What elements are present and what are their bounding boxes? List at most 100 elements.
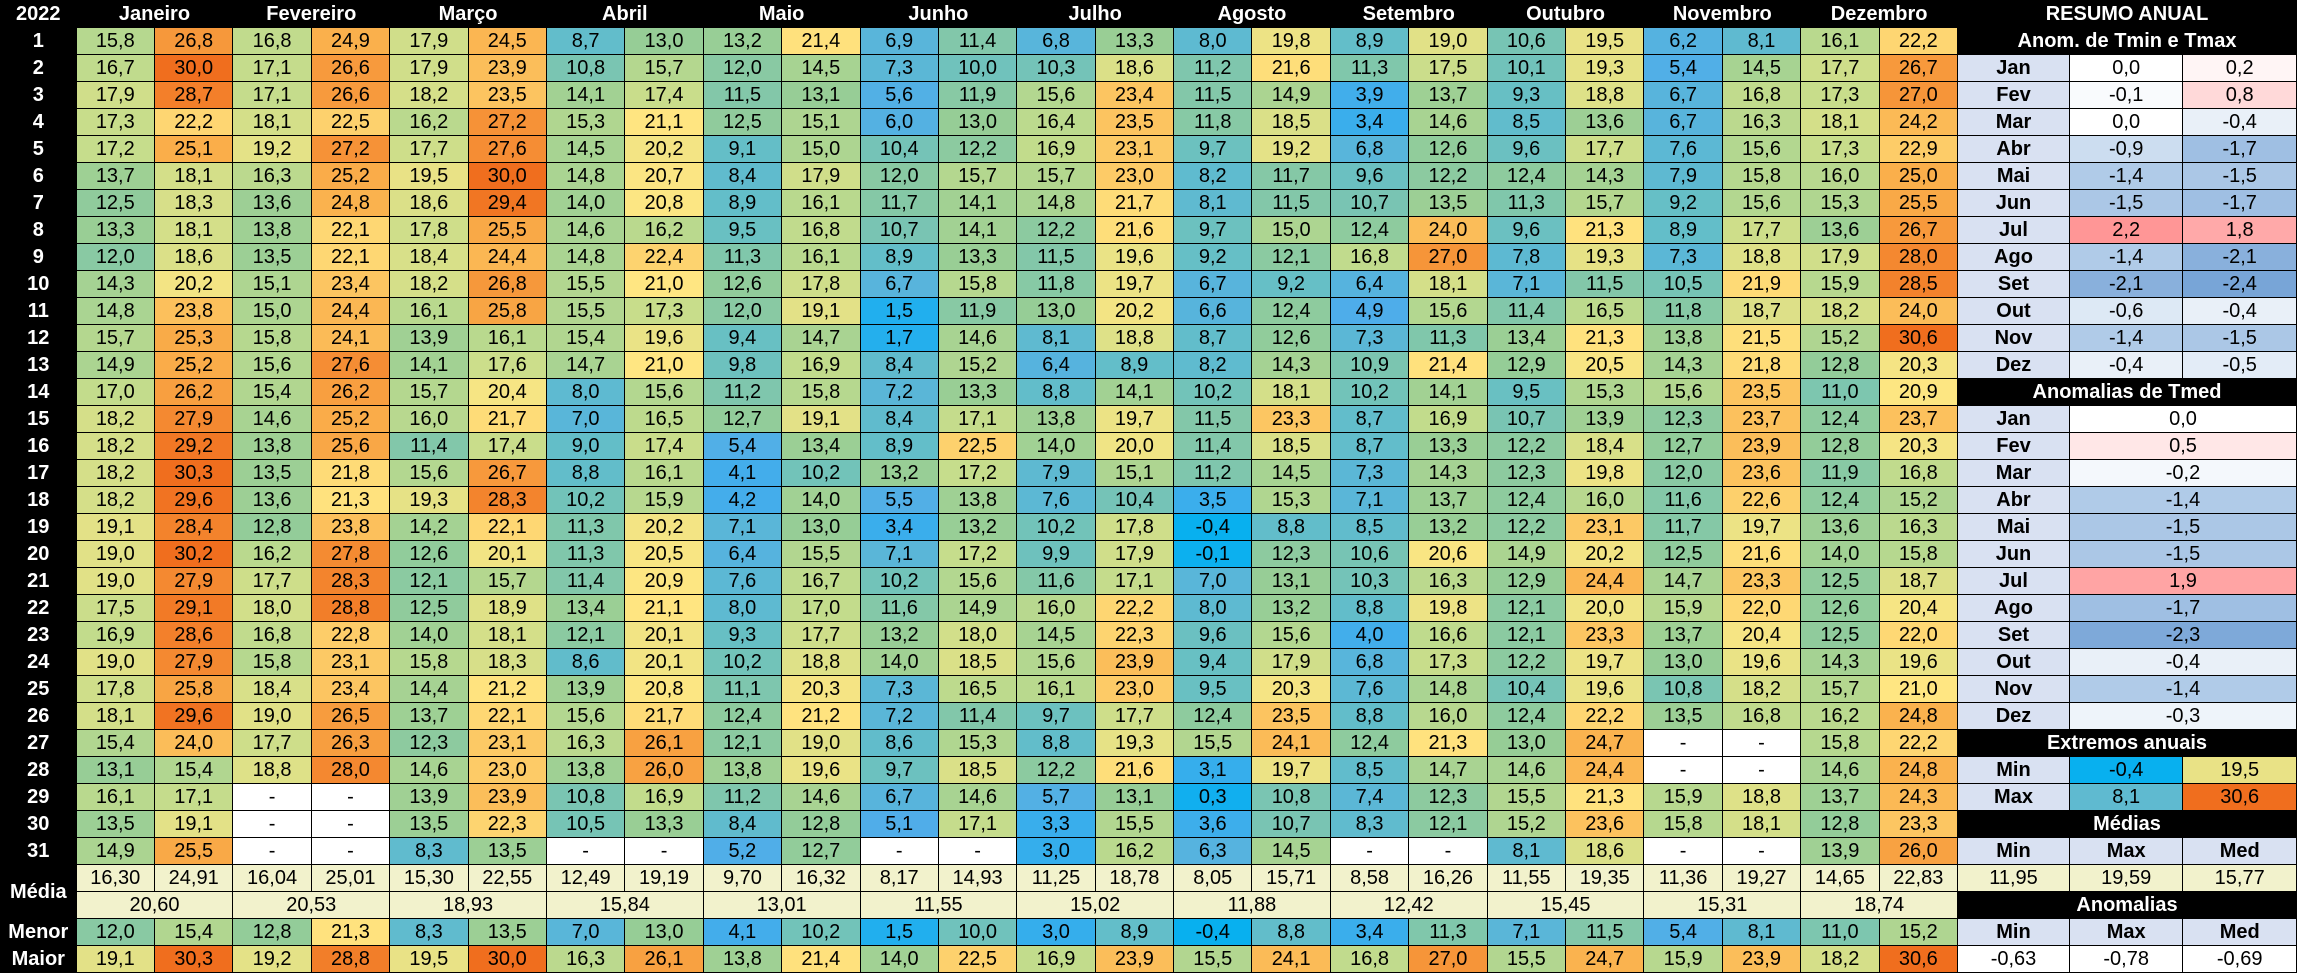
menor-tmax: 10,0: [937, 918, 1018, 946]
tmin-cell: 18,2: [1800, 297, 1880, 325]
menor-tmax: 13,0: [624, 918, 704, 946]
tmin-cell: 11,2: [702, 378, 783, 406]
tmax-cell: 16,1: [781, 189, 861, 217]
tmin-cell: 13,9: [1800, 837, 1880, 865]
tmax-cell: 17,3: [1408, 648, 1488, 676]
anom-tmax-value: -0,5: [2182, 351, 2297, 379]
extremos-title: Extremos anuais: [1957, 729, 2297, 757]
tmed-value: -1,5: [2068, 540, 2297, 568]
tmin-cell: 13,5: [389, 810, 469, 838]
anom-tmax-value: 1,8: [2182, 216, 2297, 244]
tmax-cell: 27,9: [153, 648, 234, 676]
tmin-cell: 7,0: [545, 405, 626, 433]
media-tmin: 8,58: [1329, 864, 1410, 892]
tmax-cell: 17,4: [624, 81, 704, 109]
tmax-cell: 17,9: [781, 162, 861, 190]
menor-tmin: 7,0: [545, 918, 626, 946]
tmed-month-fev: Fev: [1957, 432, 2070, 460]
tmax-cell: 13,7: [1408, 81, 1488, 109]
anom-tmax-value: -1,7: [2182, 135, 2297, 163]
tmin-cell: 6,0: [859, 108, 939, 136]
tmin-cell: 15,6: [232, 351, 312, 379]
tmin-cell: 16,1: [1016, 675, 1096, 703]
tmin-cell: 7,6: [1016, 486, 1096, 514]
tmax-cell: 24,7: [1565, 729, 1645, 757]
tmax-cell: 20,3: [1878, 432, 1959, 460]
tmin-cell: 10,2: [1016, 513, 1096, 541]
tmax-cell: 23,6: [1721, 459, 1802, 487]
day-row: 31 14,9 25,5- -8,3 13,5- -5,2 12,7- -3,0 16,2 6,3…: [0, 837, 2297, 865]
tmax-cell: 25,5: [467, 216, 547, 244]
tmin-cell: 19,1: [75, 513, 155, 541]
day-row: 6 13,7 18,1 16,3 25,2 19,5 30,0 14,8 20,7 8,4 17,9…: [0, 162, 2297, 190]
tmin-cell: 7,6: [702, 567, 783, 595]
tmin-cell: 11,3: [545, 540, 626, 568]
day-number: 15: [0, 405, 77, 433]
tmax-cell: 19,6: [1721, 648, 1802, 676]
menor-tmin: 11,0: [1800, 918, 1880, 946]
tmax-cell: 19,0: [781, 729, 861, 757]
anom-tmin-value: -1,5: [2068, 189, 2184, 217]
tmax-cell: 30,2: [153, 540, 234, 568]
media-tmax: 18,78: [1094, 864, 1175, 892]
tmin-cell: 9,8: [702, 351, 783, 379]
tmax-cell: 22,5: [310, 108, 391, 136]
day-number: 8: [0, 216, 77, 244]
tmin-cell: 14,0: [859, 648, 939, 676]
tmax-cell: 14,6: [937, 324, 1018, 352]
tmin-cell: 7,6: [1329, 675, 1410, 703]
maior-tmin: 15,5: [1173, 945, 1253, 973]
tmin-cell: 10,2: [1173, 378, 1253, 406]
tmin-cell: 18,1: [75, 702, 155, 730]
tmax-cell: 17,6: [467, 351, 547, 379]
tmax-cell: 23,6: [1565, 810, 1645, 838]
tmax-cell: 13,3: [1408, 432, 1488, 460]
tmax-cell: 17,9: [1094, 540, 1175, 568]
tmax-cell: 28,0: [310, 756, 391, 784]
tmax-cell: 19,3: [1565, 54, 1645, 82]
tmin-cell: 10,3: [1016, 54, 1096, 82]
tmax-cell: 19,6: [1094, 243, 1175, 271]
day-number: 6: [0, 162, 77, 190]
tmin-cell: 9,7: [1173, 216, 1253, 244]
tmin-cell: 13,8: [232, 216, 312, 244]
day-row: 20 19,0 30,2 16,2 27,8 12,6 20,1 11,3 20,5 6,4 15,…: [0, 540, 2297, 568]
day-number: 9: [0, 243, 77, 271]
tmin-cell: 9,4: [1173, 648, 1253, 676]
tmax-cell: 18,1: [1251, 378, 1331, 406]
tmin-cell: 9,6: [1173, 621, 1253, 649]
tmax-cell: 8,8: [1251, 513, 1331, 541]
tmax-cell: 13,1: [1094, 783, 1175, 811]
tmax-cell: 17,5: [1408, 54, 1488, 82]
tmin-cell: 14,8: [75, 297, 155, 325]
tmax-cell: 18,1: [1721, 810, 1802, 838]
tmax-cell: 13,3: [624, 810, 704, 838]
tmin-cell: 16,0: [1800, 162, 1880, 190]
tmax-cell: 15,6: [937, 567, 1018, 595]
tmin-cell: 14,3: [1643, 351, 1723, 379]
tmin-cell: 6,9: [859, 27, 939, 55]
tmed-month-jun: Jun: [1957, 540, 2070, 568]
tmax-cell: 24,8: [1878, 756, 1959, 784]
medias-title: Médias: [1957, 810, 2297, 838]
tmax-cell: 18,3: [153, 189, 234, 217]
tmax-cell: 14,9: [1251, 81, 1331, 109]
tmin-cell: 11,2: [702, 783, 783, 811]
tmax-cell: 25,8: [467, 297, 547, 325]
tmax-cell: 16,1: [781, 243, 861, 271]
tmin-cell: 8,2: [1173, 351, 1253, 379]
tmax-cell: 23,3: [1878, 810, 1959, 838]
tmax-cell: 26,7: [1878, 54, 1959, 82]
maior-tmin: 16,8: [1329, 945, 1410, 973]
tmax-cell: 18,5: [1251, 432, 1331, 460]
tmax-cell: 13,3: [937, 378, 1018, 406]
tmin-cell: 14,5: [545, 135, 626, 163]
maior-tmax: 27,0: [1408, 945, 1488, 973]
tmin-cell: 13,7: [389, 702, 469, 730]
tmax-cell: 20,5: [624, 540, 704, 568]
media-tmin: 12,49: [545, 864, 626, 892]
tmax-cell: 17,7: [1094, 702, 1175, 730]
tmax-cell: 18,5: [937, 648, 1018, 676]
tmax-cell: 15,9: [624, 486, 704, 514]
menor-tmin: -0,4: [1173, 918, 1253, 946]
